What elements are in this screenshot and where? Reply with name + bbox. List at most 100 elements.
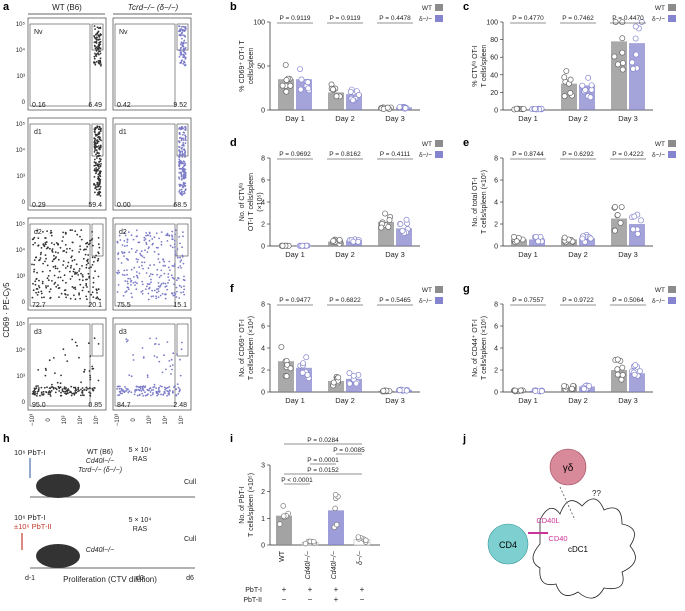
data-point	[346, 380, 353, 387]
flow-event-dot	[179, 242, 181, 245]
flow-event-dot	[181, 194, 183, 196]
flow-event-dot	[45, 391, 47, 393]
data-point	[632, 23, 639, 30]
flow-event-dot	[85, 248, 87, 251]
panel-i-letter: i	[230, 433, 233, 445]
flow-event-dot	[117, 394, 119, 397]
flow-event-dot	[182, 162, 185, 165]
flow-event-dot	[179, 29, 182, 32]
flow-event-dot	[181, 144, 184, 147]
panel-h-top-ras-num: 5 × 10⁴	[129, 447, 152, 454]
flow-event-dot	[89, 242, 91, 245]
flow-event-dot	[56, 267, 59, 270]
flow-event-dot	[181, 37, 183, 40]
flow-event-dot	[137, 386, 140, 388]
flow-pct-right: 15.1	[173, 302, 187, 309]
flow-event-dot	[181, 341, 183, 344]
flow-event-dot	[69, 270, 71, 273]
flow-event-dot	[53, 283, 56, 285]
bar-wt	[561, 83, 577, 110]
flow-event-dot	[34, 283, 37, 286]
flow-event-dot	[96, 163, 98, 166]
flow-event-dot	[124, 280, 127, 282]
flow-event-dot	[141, 292, 144, 295]
flow-event-dot	[147, 389, 150, 392]
flow-event-dot	[49, 393, 51, 396]
flow-event-dot	[151, 273, 154, 276]
flow-event-dot	[185, 139, 187, 142]
flow-event-dot	[123, 245, 126, 248]
flow-event-dot	[180, 171, 182, 174]
flow-event-dot	[94, 47, 97, 50]
flow-event-dot	[97, 60, 100, 62]
flow-event-dot	[125, 338, 128, 340]
flow-event-dot	[97, 145, 100, 147]
flow-event-dot	[51, 260, 54, 263]
flow-event-dot	[167, 266, 170, 269]
flow-event-dot	[176, 256, 179, 259]
flow-event-dot	[59, 386, 62, 388]
flow-y-tick: 10⁵	[16, 121, 26, 128]
flow-event-dot	[117, 258, 120, 260]
flow-event-dot	[43, 386, 46, 389]
i-row-label-pbt2: PbT-II	[243, 597, 262, 604]
flow-event-dot	[96, 151, 99, 154]
flow-event-dot	[88, 370, 91, 372]
flow-plot-frame	[27, 17, 107, 111]
flow-event-dot	[37, 388, 40, 391]
flow-event-dot	[38, 286, 41, 289]
flow-event-dot	[87, 272, 90, 275]
flow-event-dot	[164, 392, 166, 394]
panel-d-ylabel: OT-I T cells/spleen	[248, 173, 255, 231]
flow-event-dot	[128, 390, 131, 393]
flow-event-dot	[173, 283, 176, 286]
flow-event-dot	[144, 385, 147, 388]
flow-event-dot	[156, 394, 159, 397]
flow-event-dot	[95, 167, 98, 169]
panel-b-ylabel: cells/spleen	[248, 48, 255, 85]
data-point	[630, 65, 637, 72]
flow-event-dot	[50, 229, 52, 232]
flow-event-dot	[93, 55, 96, 58]
flow-pct-right: 68.5	[173, 202, 187, 209]
p-value-label: P = 0.6822	[329, 297, 361, 304]
flow-event-dot	[119, 390, 122, 393]
flow-event-dot	[94, 149, 96, 152]
flow-event-dot	[100, 139, 102, 142]
data-point	[299, 242, 306, 249]
flow-event-dot	[86, 259, 88, 262]
flow-event-dot	[71, 229, 73, 232]
flow-event-dot	[46, 386, 48, 389]
flow-event-dot	[146, 285, 148, 288]
flow-event-dot	[158, 276, 161, 279]
y-tick-label: 100	[486, 20, 498, 27]
flow-event-dot	[52, 386, 55, 389]
flow-event-dot	[32, 282, 34, 285]
flow-event-dot	[89, 355, 92, 358]
flow-event-dot	[98, 44, 101, 47]
flow-event-dot	[178, 176, 180, 179]
data-point	[284, 361, 291, 368]
i-data-point	[333, 521, 340, 528]
flow-event-dot	[158, 261, 161, 264]
flow-event-dot	[144, 249, 146, 252]
panel-a-y-axis-label: CD69 · PE-Cy5	[2, 282, 11, 338]
i-pbt1-sign: +	[360, 585, 365, 594]
flow-event-dot	[97, 34, 100, 37]
flow-x-tick: 10³	[147, 416, 153, 425]
flow-event-dot	[180, 127, 182, 130]
flow-event-dot	[168, 386, 171, 388]
flow-event-dot	[49, 269, 51, 272]
flow-event-dot	[100, 127, 102, 130]
i-pbt2-sign: +	[334, 595, 339, 604]
flow-event-dot	[79, 283, 82, 286]
flow-event-dot	[45, 369, 47, 371]
flow-event-dot	[150, 281, 152, 284]
flow-event-dot	[182, 231, 184, 234]
flow-event-dot	[180, 267, 183, 269]
i-x-label: Cd40l−/−	[331, 551, 338, 579]
data-point	[582, 87, 589, 93]
flow-event-dot	[98, 180, 101, 182]
flow-event-dot	[136, 282, 138, 285]
flow-event-dot	[119, 239, 122, 241]
